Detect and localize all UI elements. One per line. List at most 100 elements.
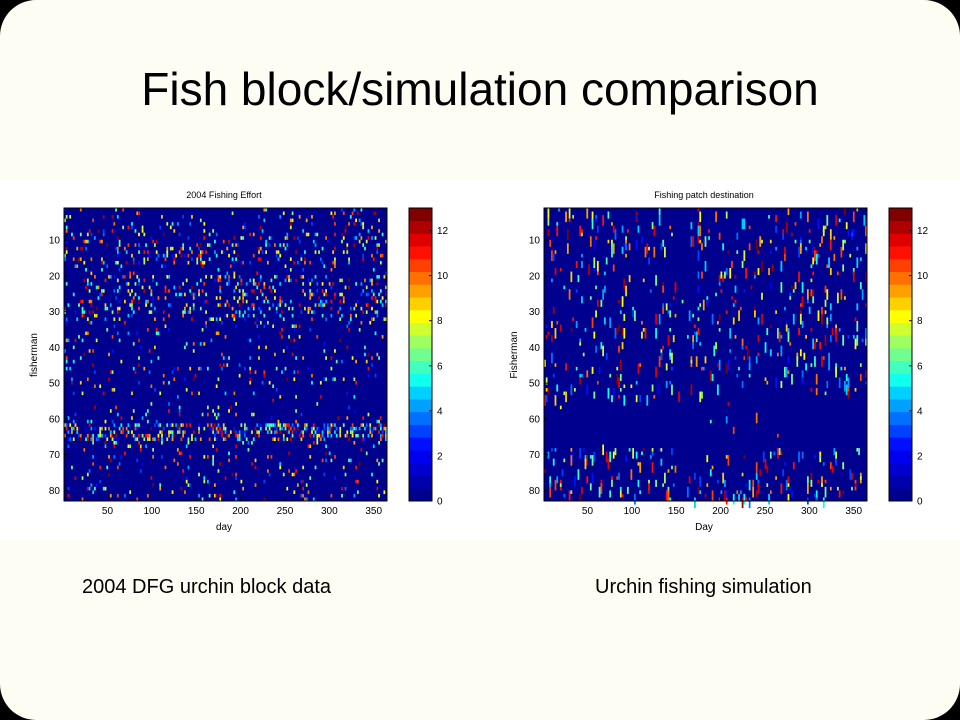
heatmap-cell — [134, 243, 137, 247]
heatmap-cell — [138, 243, 140, 247]
colorbar-swatch — [889, 233, 912, 247]
heatmap-cell — [794, 222, 797, 226]
heatmap-cell — [312, 310, 315, 314]
heatmap-cell — [341, 486, 343, 491]
heatmap-cell — [109, 433, 112, 438]
heatmap-cell — [81, 476, 84, 480]
heatmap-cell — [305, 497, 308, 501]
heatmap-cell — [314, 232, 317, 237]
heatmap-cell — [367, 412, 370, 417]
heatmap-cell — [549, 483, 552, 487]
heatmap-cell — [83, 310, 86, 314]
heatmap-cell — [348, 278, 350, 283]
heatmap-cell — [349, 215, 352, 219]
heatmap-cell — [681, 299, 684, 304]
heatmap-cell — [102, 215, 105, 219]
heatmap-cell — [602, 345, 605, 357]
heatmap-cell — [150, 236, 153, 240]
heatmap-cell — [185, 342, 188, 346]
heatmap-cell — [690, 222, 693, 230]
heatmap-cell — [686, 335, 689, 339]
heatmap-cell — [259, 423, 262, 427]
heatmap-cell — [376, 243, 379, 247]
heatmap-cell — [669, 352, 672, 357]
heatmap-cell — [362, 222, 365, 226]
heatmap-cell — [586, 370, 589, 378]
heatmap-cell — [116, 437, 119, 441]
heatmap-cell — [81, 338, 84, 343]
heatmap-cell — [332, 260, 335, 265]
heatmap-cell — [171, 423, 174, 427]
heatmap-cell — [268, 426, 271, 431]
heatmap-cell — [214, 412, 216, 417]
heatmap-cell — [598, 366, 601, 374]
heatmap-cell — [634, 493, 636, 505]
heatmap-cell — [182, 246, 185, 251]
heatmap-cell — [203, 222, 206, 226]
heatmap-cell — [233, 430, 236, 434]
heatmap-cell — [249, 306, 252, 311]
heatmap-cell — [339, 426, 342, 431]
heatmap-cell — [124, 493, 126, 498]
y-tick-label: 80 — [49, 486, 61, 497]
heatmap-cell — [697, 208, 700, 212]
heatmap-cell — [300, 430, 303, 434]
heatmap-cell — [106, 306, 109, 311]
heatmap-cell — [731, 296, 733, 300]
heatmap-cell — [604, 271, 606, 276]
heatmap-cell — [304, 250, 306, 254]
heatmap-cell — [266, 320, 269, 325]
heatmap-cell — [724, 490, 726, 501]
heatmap-cell — [275, 253, 278, 258]
heatmap-cell — [838, 490, 841, 498]
heatmap-cell — [212, 444, 215, 449]
heatmap-cell — [203, 282, 206, 286]
heatmap-cell — [249, 278, 252, 283]
heatmap-cell — [159, 486, 162, 491]
heatmap-cell — [619, 486, 622, 491]
heatmap-cell — [192, 292, 195, 297]
heatmap-cell — [152, 299, 155, 304]
heatmap-cell — [355, 218, 357, 223]
heatmap-cell — [118, 268, 121, 272]
heatmap-cell — [219, 317, 222, 321]
heatmap-cell — [318, 296, 320, 300]
x-tick-label: 250 — [757, 506, 774, 517]
heatmap-cell — [762, 451, 765, 463]
heatmap-cell — [67, 303, 70, 307]
heatmap-cell — [741, 218, 744, 230]
heatmap-cell — [861, 338, 864, 343]
heatmap-cell — [282, 349, 285, 353]
heatmap-cell — [769, 239, 772, 244]
heatmap-cell — [378, 430, 380, 434]
heatmap-cell — [224, 426, 227, 431]
heatmap-cell — [85, 331, 87, 336]
heatmap-cell — [108, 426, 110, 431]
heatmap-cell — [228, 239, 230, 244]
heatmap-cell — [342, 299, 345, 304]
heatmap-cell — [244, 292, 246, 297]
heatmap-cell — [646, 395, 649, 406]
heatmap-cell — [697, 236, 700, 244]
heatmap-cell — [840, 289, 843, 300]
heatmap-cell — [840, 246, 843, 258]
heatmap-background — [64, 208, 387, 501]
heatmap-cell — [611, 476, 613, 480]
heatmap-cell — [637, 363, 640, 374]
heatmap-cell — [711, 373, 714, 381]
heatmap-cell — [86, 437, 89, 441]
heatmap-cell — [191, 433, 193, 438]
heatmap-cell — [697, 225, 700, 237]
heatmap-cell — [847, 229, 850, 237]
heatmap-cell — [162, 373, 165, 378]
heatmap-cell — [266, 469, 269, 473]
heatmap-cell — [116, 215, 119, 219]
heatmap-cell — [118, 426, 121, 431]
heatmap-cell — [349, 426, 352, 431]
colorbar-swatch — [889, 246, 912, 260]
heatmap-cell — [296, 260, 299, 265]
heatmap-cell — [335, 359, 338, 364]
heatmap-cell — [83, 239, 86, 244]
heatmap-cell — [319, 303, 322, 307]
colorbar-swatch — [409, 450, 432, 464]
